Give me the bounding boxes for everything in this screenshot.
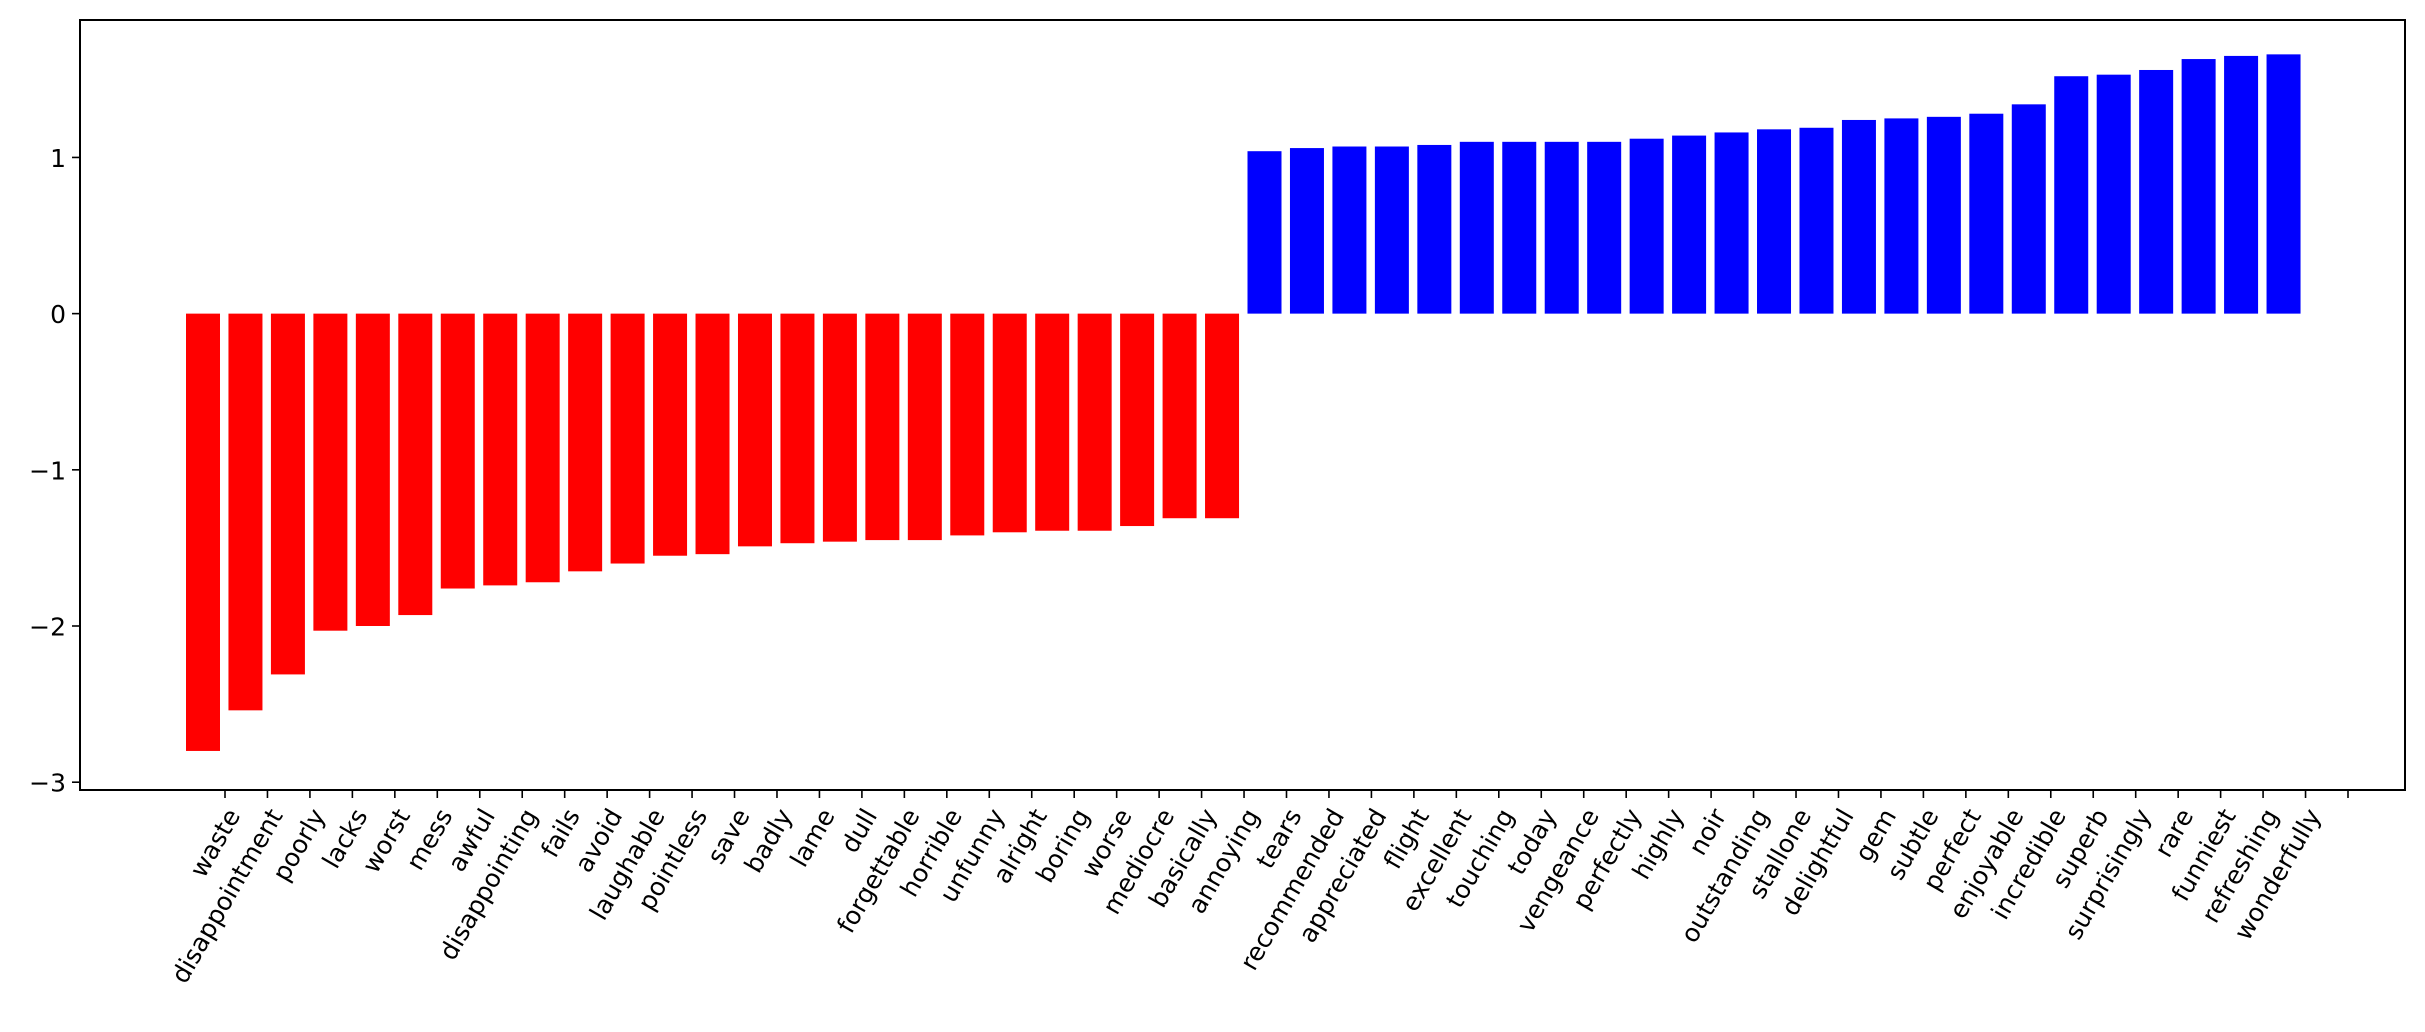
bar-delightful [1799,127,1834,314]
bar-appreciated [1332,146,1367,314]
bar-stallone [1757,129,1792,314]
bar-perfect [1926,116,1961,314]
y-tick-label: −1 [29,456,66,485]
bar-flight [1374,146,1409,314]
bar-pointless [653,313,688,556]
bar-excellent [1417,144,1452,314]
bar-disappointment [228,313,263,711]
bars-group [186,54,2301,751]
y-tick-label: 0 [50,300,66,329]
bar-outstanding [1714,132,1749,314]
bar-awful [440,313,475,589]
bar-poorly [270,313,305,675]
bar-perfectly [1587,141,1622,314]
bar-noir [1672,135,1707,314]
y-tick-label: 1 [50,144,66,173]
y-tick-label: −2 [29,613,66,642]
x-tick-label-lame: lame [784,804,840,872]
bar-touching [1459,141,1494,314]
y-tick-label: −3 [29,769,66,798]
plot-frame [79,19,2406,791]
bar-waste [186,313,220,751]
bar-gem [1841,119,1876,314]
bar-horrible [907,313,942,541]
y-axis-ticks: −3 −2 −1 0 1 [29,144,80,798]
bar-boring [1035,313,1070,531]
bar-mediocre [1120,313,1155,527]
bar-lacks [313,313,348,631]
bar-incredible [2011,104,2046,314]
bar-fails [525,313,560,583]
bar-rare [2139,69,2174,314]
bar-basically [1162,313,1197,519]
bar-lame [780,313,815,544]
bar-highly [1629,138,1664,314]
bar-worse [1077,313,1112,531]
bar-laughable [610,313,645,564]
bar-superb [2054,76,2089,314]
bar-enjoyable [1969,113,2004,314]
bar-unfunny [950,313,985,536]
bar-today [1502,141,1537,314]
bar-mess [398,313,433,616]
bar-alright [992,313,1027,533]
bar-disappointing [483,313,518,586]
bar-badly [737,313,772,547]
bar-dull [822,313,857,542]
bar-funniest [2181,59,2216,314]
bar-subtle [1884,118,1919,314]
bar-avoid [568,313,603,572]
bar-tears [1247,151,1282,314]
bar-save [695,313,730,555]
bar-forgettable [865,313,900,541]
bar-annoying [1205,313,1240,519]
x-axis-ticks: wastedisappointmentpoorlylacksworstmessa… [165,790,2349,988]
bar-refreshing [2224,55,2259,314]
bar-vengeance [1544,141,1579,314]
bar-worst [355,313,390,626]
bar-surprisingly [2096,74,2131,314]
bar-wonderfully [2266,54,2301,314]
bar-recommended [1289,148,1324,314]
